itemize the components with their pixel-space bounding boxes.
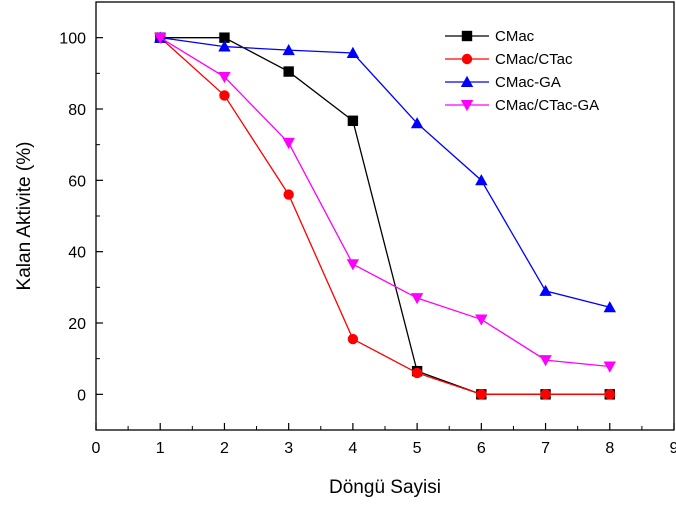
series-line xyxy=(160,37,610,308)
x-tick-label: 2 xyxy=(220,440,229,457)
data-point xyxy=(219,90,230,101)
legend-label: CMac xyxy=(495,28,535,45)
data-point xyxy=(154,32,167,44)
x-tick-label: 8 xyxy=(605,440,614,457)
data-point xyxy=(346,259,360,271)
data-point xyxy=(283,189,294,200)
data-point xyxy=(218,71,231,84)
data-point xyxy=(283,66,294,77)
data-point xyxy=(539,355,552,367)
x-tick-label: 4 xyxy=(348,440,357,457)
data-point xyxy=(346,46,360,58)
y-axis-title: Kalan Aktivite (%) xyxy=(14,142,35,291)
series-line xyxy=(159,37,610,368)
x-axis-title: Döngü Sayisi xyxy=(329,477,441,498)
y-tick-label: 80 xyxy=(68,102,86,119)
data-point xyxy=(347,333,359,345)
data-point xyxy=(411,367,423,379)
legend-marker xyxy=(460,100,474,112)
x-tick-label: 0 xyxy=(92,440,101,457)
data-point xyxy=(540,389,551,400)
data-point xyxy=(282,43,295,56)
x-tick-label: 6 xyxy=(477,440,486,457)
legend-item: CMac-GA xyxy=(445,74,561,91)
data-point xyxy=(218,40,231,52)
x-tick-label: 3 xyxy=(284,440,293,457)
data-point xyxy=(539,284,552,296)
legend-label: CMac/CTac-GA xyxy=(495,97,599,114)
data-point xyxy=(604,389,615,400)
y-tick-label: 0 xyxy=(77,387,86,404)
legend: CMac CMac/CTac CMac-GA CMac/CTac-GA xyxy=(445,28,599,114)
data-point xyxy=(475,174,488,186)
data-point xyxy=(347,115,359,126)
legend-item: CMac xyxy=(445,28,535,45)
y-tick-label: 40 xyxy=(68,245,86,262)
legend-item: CMac/CTac xyxy=(445,51,573,68)
y-tick-label: 20 xyxy=(68,316,86,333)
data-point xyxy=(410,293,424,305)
plot-frame xyxy=(95,1,675,431)
legend-marker xyxy=(461,30,473,42)
x-tick-label: 7 xyxy=(541,440,550,457)
series-layer xyxy=(154,31,616,400)
y-axis-ticks: 0 20 40 60 80 100 xyxy=(59,1,103,431)
data-point xyxy=(476,389,487,400)
x-axis-ticks: 0 1 2 3 4 5 6 7 8 9 xyxy=(92,423,676,457)
legend-label: CMac-GA xyxy=(495,74,561,91)
data-point xyxy=(475,314,488,326)
legend-marker xyxy=(461,53,473,65)
series-cmac-ctac-ga xyxy=(154,32,616,373)
y-tick-label: 60 xyxy=(68,173,86,190)
y-tick-label: 100 xyxy=(59,31,86,48)
legend-label: CMac/CTac xyxy=(495,51,573,68)
data-point xyxy=(603,361,616,373)
legend-item: CMac/CTac-GA xyxy=(445,97,599,114)
data-point xyxy=(603,301,616,313)
x-tick-label: 9 xyxy=(670,440,676,457)
series-line xyxy=(159,37,610,395)
series-line xyxy=(160,37,610,395)
data-point xyxy=(282,137,295,150)
data-point xyxy=(410,117,424,129)
x-tick-label: 5 xyxy=(413,440,422,457)
data-point xyxy=(219,32,230,43)
x-tick-label: 1 xyxy=(156,440,165,457)
legend-marker xyxy=(460,75,474,87)
